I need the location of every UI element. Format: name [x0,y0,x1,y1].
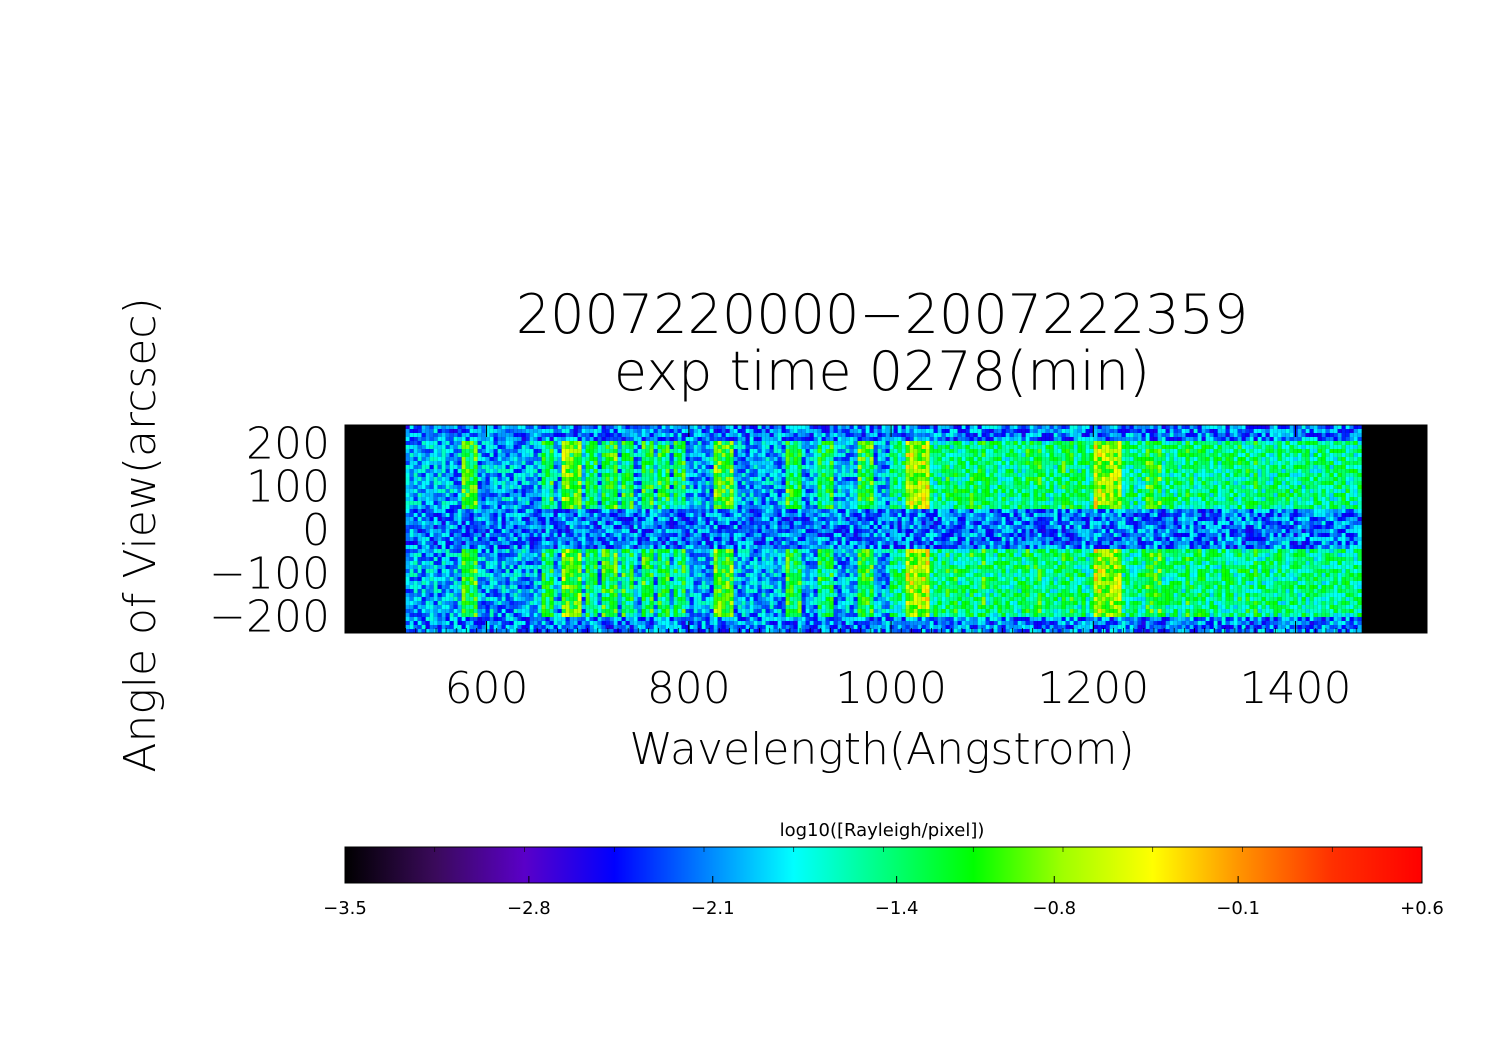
colorbar-tick-label: −0.8 [1032,898,1076,919]
x-tick-label: 1200 [1037,663,1149,714]
x-axis: 600 800 1000 1200 1400 [344,425,1428,714]
x-tick-label: 1400 [1240,663,1352,714]
y-tick-label: −200 [209,592,330,643]
colorbar-tick-label: −1.4 [875,898,919,919]
colorbar-tick-label: −2.1 [691,898,735,919]
colorbar-label: log10([Rayleigh/pixel]) [780,820,985,841]
x-tick-label: 800 [647,663,731,714]
colorbar-tick-label: −0.1 [1216,898,1260,919]
y-tick-label: 200 [246,418,330,469]
chart-subtitle: exp time 0278(min) [614,340,1150,403]
x-axis-label: Wavelength(Angstrom) [629,724,1134,775]
x-tick-label: 600 [445,663,529,714]
y-tick-label: 100 [246,462,330,513]
colorbar [344,846,1423,884]
colorbar-tick-label: +0.6 [1400,898,1444,919]
chart-title: 2007220000−2007222359 [516,283,1248,346]
y-tick-label: −100 [209,548,330,599]
y-tick-label: 0 [302,505,330,556]
colorbar-tick-label: −2.8 [507,898,551,919]
x-tick-label: 1000 [835,663,947,714]
detector-field [405,425,1362,633]
plot-area [344,424,1428,634]
colorbar-ticks: −3.5 −2.8 −2.1 −1.4 −0.8 −0.1 +0.6 [323,847,1444,919]
colorbar-tick-label: −3.5 [323,898,367,919]
y-axis-label: Angle of View(arcsec) [115,297,166,772]
